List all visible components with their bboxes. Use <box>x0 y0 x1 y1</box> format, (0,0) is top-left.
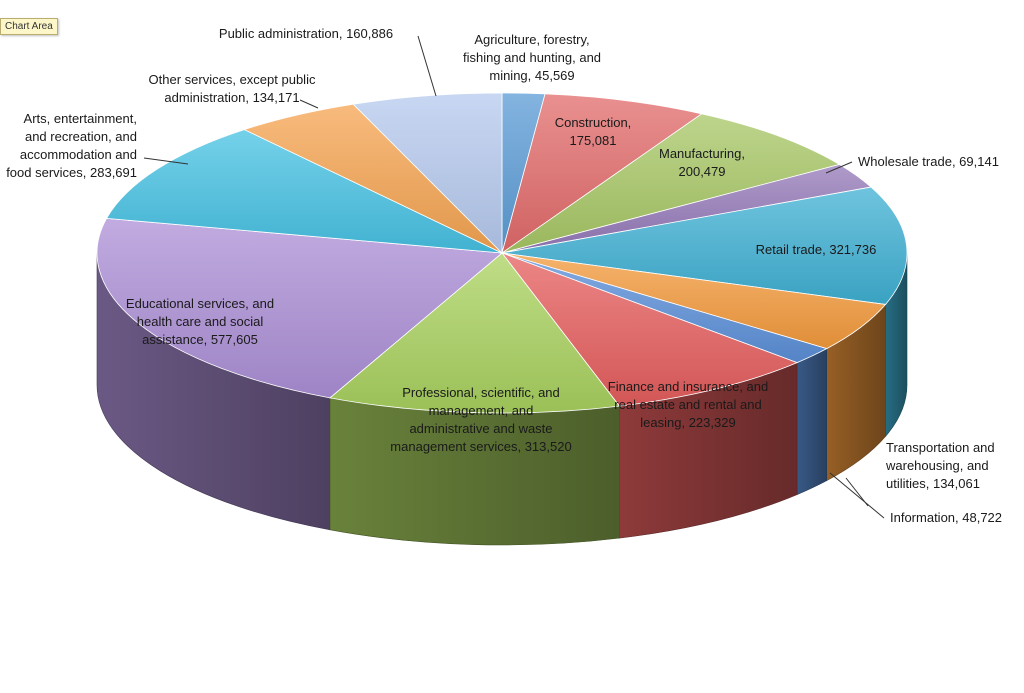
leader-line-6 <box>829 472 885 519</box>
slice-label-9: Educational services, and health care and… <box>126 296 274 347</box>
leader-lines <box>143 35 885 519</box>
slice-8[interactable] <box>329 252 621 414</box>
slice-12[interactable] <box>352 92 503 254</box>
slice-10[interactable] <box>105 129 503 254</box>
slice-label-2: Manufacturing, 200,479 <box>659 146 745 179</box>
slice-label-10: Arts, entertainment, and recreation, and a… <box>6 111 137 180</box>
slice-9[interactable] <box>96 217 503 399</box>
slice-2[interactable] <box>501 113 841 254</box>
slice-label-11: Other services, except public administrat… <box>149 72 316 105</box>
slice-label-0: Agriculture, forestry, fishing and huntin… <box>463 32 601 83</box>
leader-line-10 <box>143 157 189 165</box>
chart-area-tooltip: Chart Area <box>0 18 58 35</box>
slice-4[interactable] <box>501 186 908 305</box>
slice-label-6: Information, 48,722 <box>890 510 1002 525</box>
slice-label-3: Wholesale trade, 69,141 <box>858 154 999 169</box>
slice-1[interactable] <box>501 93 703 254</box>
slice-label-7: Finance and insurance, and real estate an… <box>608 379 768 430</box>
slice-side-8 <box>329 397 620 546</box>
pie-tops <box>96 92 908 414</box>
slice-7[interactable] <box>500 252 799 407</box>
leader-line-3 <box>825 161 853 174</box>
pie-sides <box>96 252 908 546</box>
slice-label-1: Construction, 175,081 <box>555 115 632 148</box>
slice-label-5: Transportation and warehousing, and utilit… <box>885 440 995 491</box>
slice-label-12: Public administration, 160,886 <box>219 26 393 41</box>
leader-line-0 <box>417 35 437 97</box>
slice-label-8: Professional, scientific, and management,… <box>390 385 571 454</box>
slice-labels: Agriculture, forestry, fishing and huntin… <box>6 26 1002 525</box>
slice-side-6 <box>796 348 827 496</box>
leader-line-11 <box>299 99 319 109</box>
slice-label-4: Retail trade, 321,736 <box>756 242 877 257</box>
